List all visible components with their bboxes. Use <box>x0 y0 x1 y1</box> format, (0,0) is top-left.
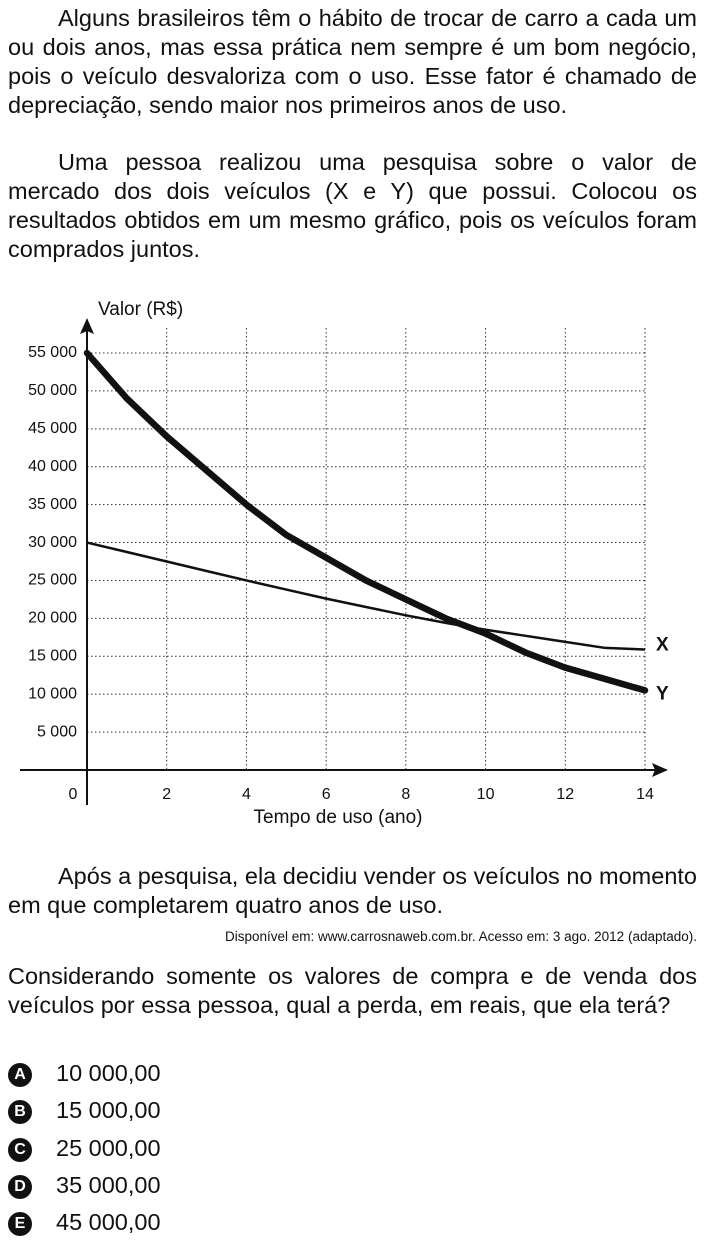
option[interactable]: B 15 000,00 <box>8 1095 161 1125</box>
option-letter: B <box>8 1100 32 1125</box>
option-text: 25 000,00 <box>56 1134 161 1161</box>
option-letter: C <box>8 1137 32 1162</box>
y-axis-label: Valor (R$) <box>98 299 183 320</box>
y-tick-label: 5 000 <box>37 723 77 740</box>
y-tick-label: 40 000 <box>28 458 77 475</box>
y-tick-label: 15 000 <box>28 647 77 664</box>
x-tick-label: 0 <box>69 786 78 803</box>
option-text: 15 000,00 <box>56 1097 161 1124</box>
y-tick-label: 55 000 <box>28 344 77 361</box>
data-line <box>86 541 646 651</box>
option[interactable]: C 25 000,00 <box>8 1133 161 1163</box>
option[interactable]: D 35 000,00 <box>8 1170 161 1200</box>
y-tick-label: 45 000 <box>28 420 77 437</box>
y-tick-label: 50 000 <box>28 382 77 399</box>
x-tick-label: 8 <box>401 786 410 803</box>
x-axis-label: Tempo de uso (ano) <box>254 807 423 828</box>
option-letter: A <box>8 1063 32 1087</box>
paragraph: Uma pessoa realizou uma pesquisa sobre o… <box>8 149 697 262</box>
y-tick-label: 30 000 <box>28 534 77 551</box>
y-tick-label: 10 000 <box>28 685 77 702</box>
option-text: 10 000,00 <box>56 1060 161 1086</box>
x-tick-label: 6 <box>322 786 331 803</box>
series-label: Y <box>656 683 669 704</box>
option-letter: D <box>8 1174 32 1199</box>
series-label: X <box>656 634 669 655</box>
option-text: 45 000,00 <box>56 1209 161 1236</box>
chart: 5 000 10 000 15 000 20 000 25 000 30 000 35 00… <box>20 299 669 828</box>
x-tick-label: 14 <box>636 786 654 803</box>
option-letter: E <box>8 1212 32 1237</box>
x-tick-label: 10 <box>477 786 495 803</box>
y-tick-label: 35 000 <box>28 496 77 513</box>
x-tick-label: 2 <box>162 786 171 803</box>
x-tick-label: 4 <box>242 786 251 803</box>
y-tick-label: 25 000 <box>28 572 77 589</box>
data-line <box>83 349 649 694</box>
x-axis-arrow <box>652 763 668 777</box>
option[interactable]: A 10 000,00 <box>8 1058 161 1088</box>
source: Disponível em: www.carrosnaweb.com.br. A… <box>225 929 697 944</box>
paragraph: Alguns brasileiros têm o hábito de troca… <box>8 5 697 118</box>
option-text: 35 000,00 <box>56 1171 161 1198</box>
y-axis-arrow <box>80 318 94 334</box>
y-tick-label: 20 000 <box>28 610 77 627</box>
x-tick-label: 12 <box>556 786 574 803</box>
option[interactable]: E 45 000,00 <box>8 1207 161 1237</box>
paragraph: Após a pesquisa, ela decidiu vender os v… <box>8 863 697 918</box>
question: Considerando somente os valores de compr… <box>8 963 697 1018</box>
